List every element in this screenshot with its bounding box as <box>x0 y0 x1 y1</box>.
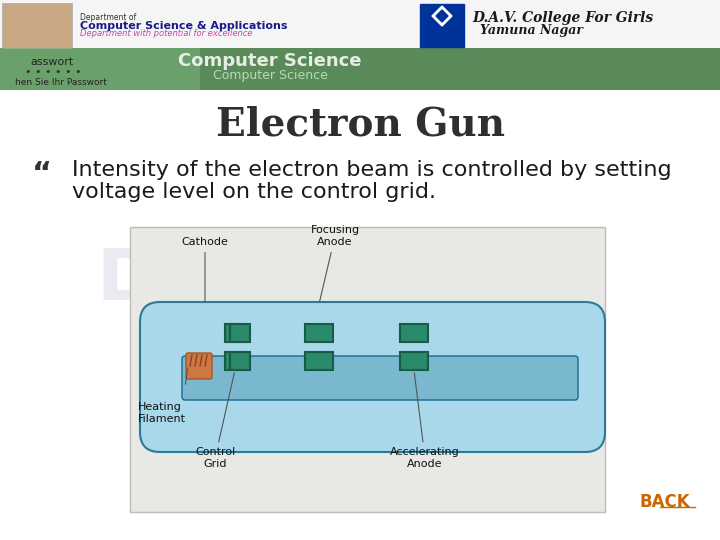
Text: DAV: DAV <box>96 246 264 314</box>
Text: Control
Grid: Control Grid <box>195 373 235 469</box>
FancyBboxPatch shape <box>230 324 250 342</box>
FancyBboxPatch shape <box>420 4 464 47</box>
Text: Accelerating
Anode: Accelerating Anode <box>390 373 460 469</box>
FancyBboxPatch shape <box>130 227 605 512</box>
Text: hen Sie Ihr Passwort: hen Sie Ihr Passwort <box>15 78 107 87</box>
Text: Computer Science & Applications: Computer Science & Applications <box>80 21 287 31</box>
Text: Computer Science: Computer Science <box>212 70 328 83</box>
Polygon shape <box>432 6 452 26</box>
FancyBboxPatch shape <box>400 324 428 342</box>
FancyBboxPatch shape <box>305 352 333 370</box>
Text: “: “ <box>32 160 52 190</box>
FancyBboxPatch shape <box>305 324 333 342</box>
Text: Focusing
Anode: Focusing Anode <box>310 225 359 301</box>
Text: Yamuna Nagar: Yamuna Nagar <box>480 24 583 37</box>
FancyBboxPatch shape <box>400 352 428 370</box>
FancyBboxPatch shape <box>225 324 245 342</box>
Text: college for girls: college for girls <box>138 291 482 329</box>
Text: Computer Science: Computer Science <box>179 52 361 70</box>
Text: Cathode: Cathode <box>181 237 228 301</box>
Text: Intensity of the electron beam is controlled by setting: Intensity of the electron beam is contro… <box>72 160 672 180</box>
Text: Electron Gun: Electron Gun <box>215 106 505 144</box>
Polygon shape <box>436 10 448 22</box>
FancyBboxPatch shape <box>0 0 720 50</box>
FancyBboxPatch shape <box>140 302 605 452</box>
Text: BACK: BACK <box>639 493 690 511</box>
FancyBboxPatch shape <box>0 48 200 90</box>
FancyBboxPatch shape <box>2 3 72 48</box>
Text: asswort: asswort <box>30 57 73 67</box>
Text: voltage level on the control grid.: voltage level on the control grid. <box>72 182 436 202</box>
FancyBboxPatch shape <box>182 356 578 400</box>
FancyBboxPatch shape <box>225 352 245 370</box>
FancyBboxPatch shape <box>230 352 250 370</box>
Text: Heating
Filament: Heating Filament <box>138 402 186 423</box>
Text: Department with potential for excellence: Department with potential for excellence <box>80 29 253 38</box>
Text: Department of: Department of <box>80 13 136 22</box>
FancyBboxPatch shape <box>0 48 720 90</box>
FancyBboxPatch shape <box>186 353 212 379</box>
Text: • • • • • •: • • • • • • <box>25 67 81 77</box>
Text: D.A.V. College For Girls: D.A.V. College For Girls <box>472 11 653 25</box>
